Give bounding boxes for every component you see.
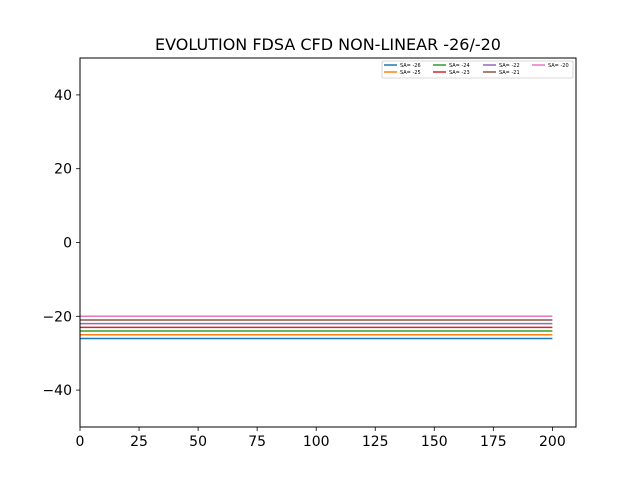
plot-frame	[79, 57, 577, 428]
legend-label: SA= -21	[499, 70, 520, 76]
legend-label: SA= -26	[400, 63, 421, 69]
legend-label: SA= -24	[449, 63, 470, 69]
chart-title: EVOLUTION FDSA CFD NON-LINEAR -26/-20	[155, 35, 501, 54]
x-tick-label: 175	[480, 434, 507, 450]
x-tick-label: 125	[362, 434, 389, 450]
legend-box	[381, 60, 574, 79]
y-tick-label: 40	[54, 88, 72, 104]
x-tick-label: 75	[248, 434, 266, 450]
y-tick-label: −20	[42, 309, 72, 325]
series-layer	[80, 315, 553, 340]
legend-label: SA= -23	[449, 70, 470, 76]
y-axis: −40 −20 0 20 40	[42, 88, 80, 399]
x-axis: 0 25 50 75 100 125 150 175 200	[76, 427, 566, 450]
y-tick-label: 0	[63, 236, 72, 252]
x-tick-label: 100	[303, 434, 330, 450]
legend-label: SA= -22	[499, 63, 520, 69]
x-tick-label: 25	[130, 434, 148, 450]
x-tick-label: 150	[421, 434, 448, 450]
y-tick-label: −40	[42, 383, 72, 399]
x-tick-label: 50	[189, 434, 207, 450]
y-tick-label: 20	[54, 162, 72, 178]
x-tick-label: 200	[539, 434, 566, 450]
legend-label: SA= -25	[400, 70, 421, 76]
x-tick-label: 0	[76, 434, 85, 450]
legend-label: SA= -20	[548, 63, 569, 69]
